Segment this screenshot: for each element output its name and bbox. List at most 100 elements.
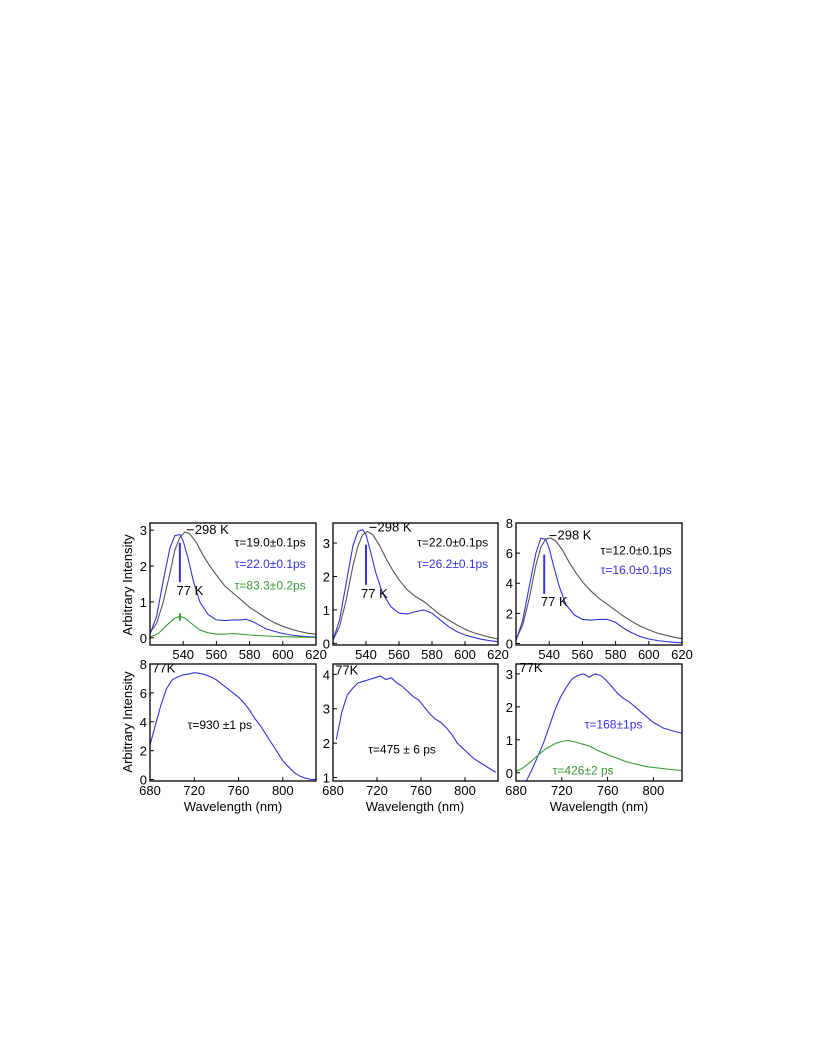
panel-2-frame (332, 522, 499, 646)
panel-3-xtick-label-560: 560 (572, 647, 594, 662)
panel-1-series-black (150, 531, 316, 635)
panel-2-xtick-label-560: 560 (388, 647, 410, 662)
panel-6-ytick-label-3: 3 (506, 667, 513, 682)
panel-6-ytick-label-1: 1 (506, 733, 513, 748)
panel-4-ytick-label-6: 6 (140, 686, 147, 701)
panel-1-xtick-label-600: 600 (272, 647, 294, 662)
panel-2-series-blue (333, 529, 498, 643)
panel-6-xtick-label-680: 680 (505, 783, 527, 798)
panel-6-annotation-3: τ=426±2 ps (553, 763, 614, 777)
panel-6-annotation-1: 77K (519, 660, 542, 675)
panel-6-xtick-label-760: 760 (597, 783, 619, 798)
panel-4-xtick-label-720: 720 (183, 783, 205, 798)
panel-6-xtick-label-800: 800 (643, 783, 665, 798)
panel-4-xtick-label-760: 760 (228, 783, 250, 798)
panel-3-xtick-label-580: 580 (605, 647, 627, 662)
panel-2: 540 560 580 600 620 0 1 2 3 298 K 77 K τ=22.0±0.1ps… (323, 519, 509, 662)
panel-5-xtick-label-760: 760 (410, 783, 432, 798)
panel-2-annotation-1: 298 K (378, 519, 412, 534)
panel-1-ytick-label-1: 1 (140, 595, 147, 610)
panel-1-ytick-label-2: 2 (140, 559, 147, 574)
panel-2-annotation-3: τ=22.0±0.1ps (417, 535, 488, 549)
panel-3-xtick-label-540: 540 (538, 647, 560, 662)
panel-3-frame (515, 522, 683, 646)
panel-3-annotation-3: τ=12.0±0.1ps (601, 544, 672, 558)
panel-3-annotation-2: 77 K (541, 594, 568, 609)
panel-1-annotation-4: τ=22.0±0.1ps (235, 557, 306, 571)
panel-1-annotation-3: τ=19.0±0.1ps (235, 535, 306, 549)
panel-5-xtick-label-720: 720 (366, 783, 388, 798)
panel-6-series-blue (525, 673, 682, 781)
panel-4-annotation-2: τ=930 ±1 ps (188, 718, 252, 732)
panel-6-series-green (516, 739, 682, 772)
panel-3-ytick-label-8: 8 (506, 516, 513, 531)
panel-4-xtick-label-800: 800 (272, 783, 294, 798)
panel-5-ytick-label-1: 1 (323, 771, 330, 786)
panel-1-ytick-label-0: 0 (140, 631, 147, 646)
panel-5-frame (332, 663, 499, 782)
panel-2-xtick-label-600: 600 (454, 647, 476, 662)
panel-5: 680 720 760 800 1 2 3 4 77K τ=475 ± 6 ps (322, 662, 499, 798)
panel-2-xtick-label-580: 580 (421, 647, 443, 662)
panel-2-ytick-label-1: 1 (323, 603, 330, 618)
panel-2-xtick-label-540: 540 (355, 647, 377, 662)
panel-6: 680 720 760 800 0 1 2 3 77K τ=168±1ps τ=426±2 ps (505, 660, 683, 798)
panel-1-xtick-label-540: 540 (172, 647, 194, 662)
panel-2-ytick-label-0: 0 (323, 636, 330, 651)
panel-2-series-black (333, 530, 498, 641)
xlabel-2: Wavelength (nm) (366, 799, 465, 814)
panel-1-annotation-1: 298 K (195, 522, 229, 537)
panel-6-ytick-label-0: 0 (506, 766, 513, 781)
panel-3-series-black (516, 537, 682, 640)
panel-3-xtick-label-600: 600 (638, 647, 660, 662)
panel-6-ytick-label-2: 2 (506, 700, 513, 715)
panel-3-ytick-label-6: 6 (506, 546, 513, 561)
panel-2-xtick-label-620: 620 (487, 647, 509, 662)
panel-3-annotation-1: 298 K (558, 528, 592, 543)
panel-1-series-green (150, 615, 316, 639)
panel-4-ytick-label-0: 0 (140, 773, 147, 788)
panel-2-ytick-label-3: 3 (323, 536, 330, 551)
panel-5-annotation-1: 77K (335, 662, 358, 677)
panel-5-ytick-label-4: 4 (323, 667, 330, 682)
xlabel-3: Wavelength (nm) (550, 799, 649, 814)
panel-1-ytick-label-3: 3 (140, 523, 147, 538)
panel-5-xtick-label-800: 800 (454, 783, 476, 798)
panel-6-frame (515, 663, 683, 782)
panel-1-frame (149, 522, 317, 646)
panel-4-xtick-label-680: 680 (139, 783, 161, 798)
panel-3-ytick-label-4: 4 (506, 576, 513, 591)
ylabel-top: Arbitrary Intensity (120, 534, 135, 636)
panel-5-series-blue (335, 675, 497, 773)
panel-3-xtick-label-620: 620 (671, 647, 693, 662)
panel-1-series-blue (150, 533, 316, 638)
panel-6-annotation-2: τ=168±1ps (585, 717, 643, 731)
panel-4-annotation-1: 77K (152, 661, 175, 676)
panel-3: 540 560 580 600 620 0 2 4 6 8 298 K 77 K τ=12.0±0.1p… (506, 516, 693, 662)
panel-5-ytick-label-2: 2 (323, 736, 330, 751)
panel-3-annotation-4: τ=16.0±0.1ps (601, 563, 672, 577)
panel-4-ytick-label-4: 4 (140, 715, 147, 730)
panel-4-frame (149, 663, 317, 782)
panel-4-series-blue (150, 672, 316, 781)
panel-5-xtick-label-680: 680 (322, 783, 344, 798)
panel-3-ytick-label-2: 2 (506, 606, 513, 621)
panel-4-ytick-label-2: 2 (140, 744, 147, 759)
panel-1-xtick-label-560: 560 (206, 647, 228, 662)
panel-2-annotation-4: τ=26.2±0.1ps (417, 557, 488, 571)
panel-5-annotation-2: τ=475 ± 6 ps (368, 742, 436, 756)
panel-2-annotation-2: 77 K (361, 586, 388, 601)
panel-4-ytick-label-8: 8 (140, 657, 147, 672)
ylabel-bottom: Arbitrary Intensity (120, 671, 135, 773)
panel-1-xtick-label-620: 620 (305, 647, 327, 662)
panel-3-ytick-label-0: 0 (506, 636, 513, 651)
panel-2-ytick-label-2: 2 (323, 569, 330, 584)
panel-1-annotation-5: τ=83.3±0.2ps (235, 578, 306, 592)
panel-1-xtick-label-580: 580 (239, 647, 261, 662)
panel-3-series-blue (516, 537, 682, 644)
panel-4: 680 720 760 800 0 2 4 6 8 77K τ=930 ±1 ps (139, 657, 317, 798)
panel-5-ytick-label-3: 3 (323, 702, 330, 717)
